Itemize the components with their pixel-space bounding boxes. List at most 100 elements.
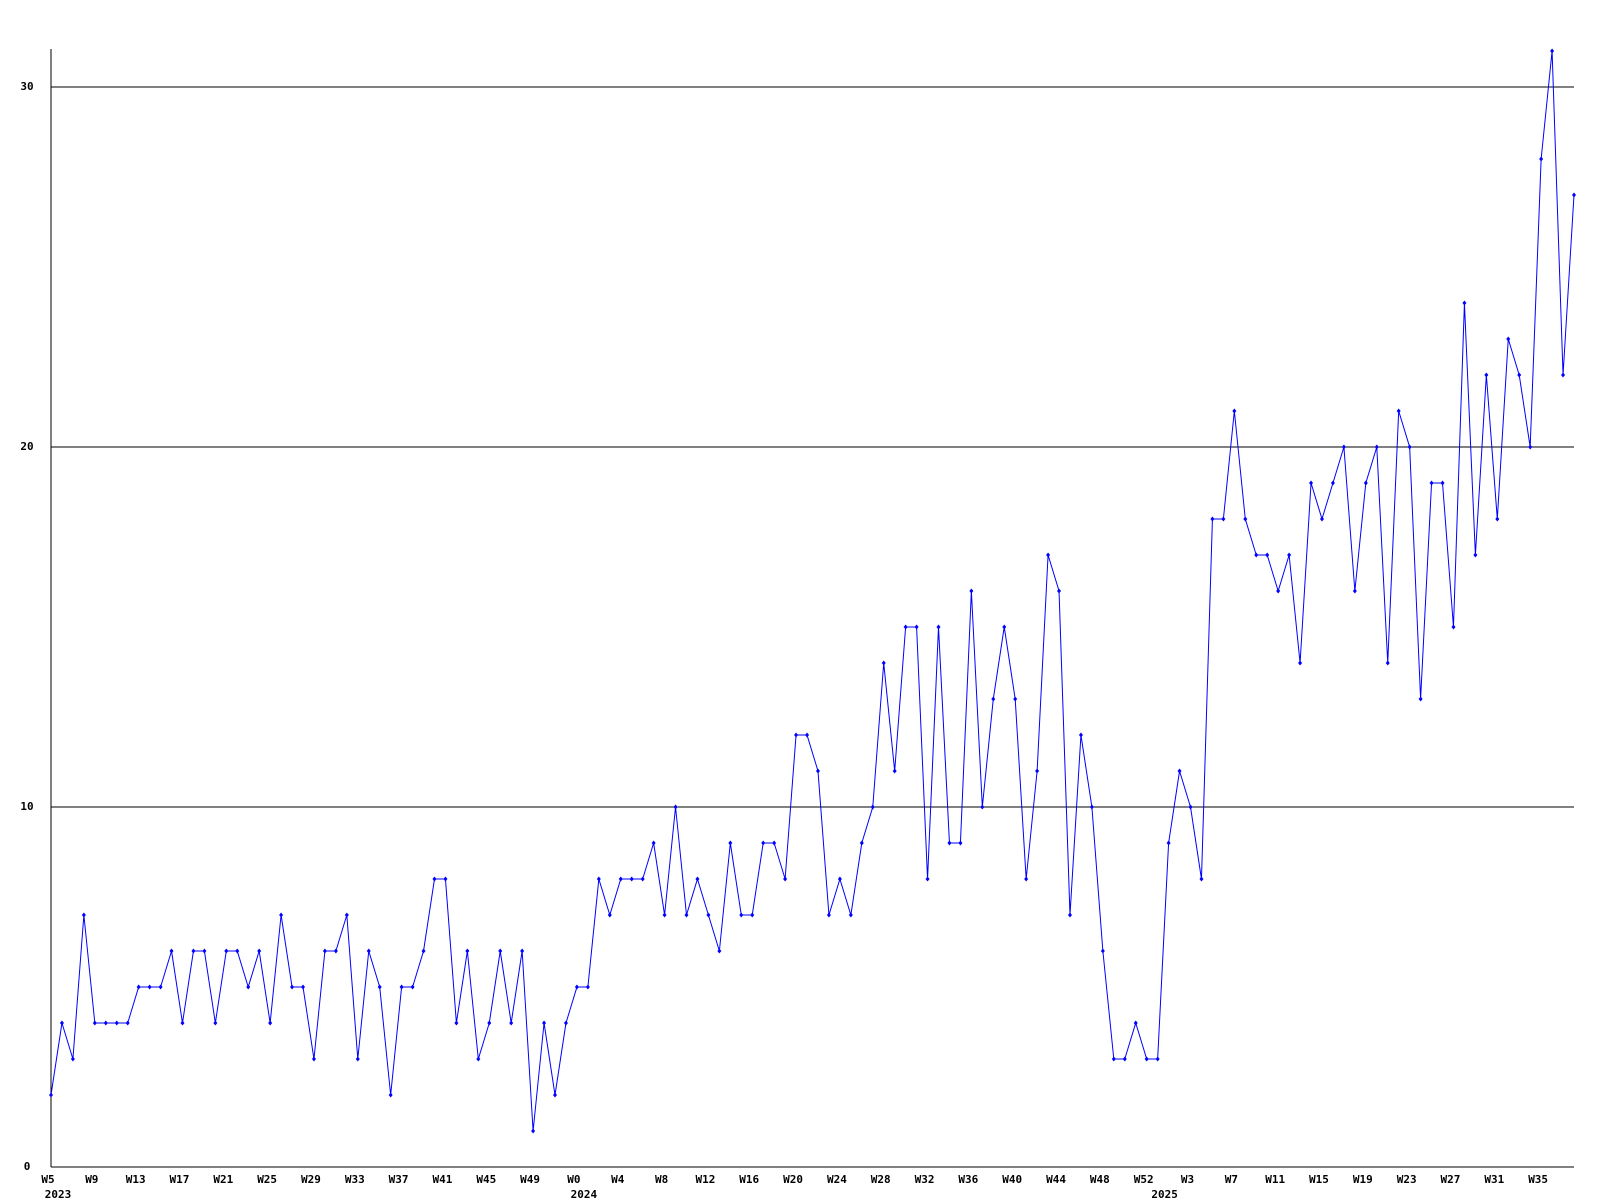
data-point xyxy=(651,840,656,846)
data-point xyxy=(1166,840,1171,846)
x-tick-label: W3 xyxy=(1181,1173,1194,1186)
data-point xyxy=(1254,552,1259,558)
data-point xyxy=(553,1092,558,1098)
data-point xyxy=(1243,516,1248,522)
data-point xyxy=(147,984,152,990)
x-year-label: 2023 xyxy=(45,1188,72,1200)
data-point xyxy=(1517,372,1522,378)
data-point xyxy=(1013,696,1018,702)
data-point xyxy=(761,840,766,846)
data-point xyxy=(1188,804,1193,810)
x-tick-label: W15 xyxy=(1309,1173,1329,1186)
data-point xyxy=(1276,588,1281,594)
data-point xyxy=(333,948,338,954)
data-point xyxy=(125,1020,130,1026)
data-point xyxy=(673,804,678,810)
data-point xyxy=(224,948,229,954)
data-point xyxy=(1024,876,1029,882)
data-point xyxy=(191,948,196,954)
data-point xyxy=(739,912,744,918)
x-tick-label: W12 xyxy=(695,1173,715,1186)
data-point xyxy=(377,984,382,990)
data-point xyxy=(92,1020,97,1026)
x-tick-label: W11 xyxy=(1265,1173,1285,1186)
x-tick-label: W52 xyxy=(1134,1173,1154,1186)
data-point xyxy=(728,840,733,846)
data-point xyxy=(629,876,634,882)
data-point xyxy=(1144,1056,1149,1062)
x-tick-label: W19 xyxy=(1353,1173,1373,1186)
x-tick-label: W21 xyxy=(213,1173,233,1186)
data-point xyxy=(837,876,842,882)
data-point xyxy=(1418,696,1423,702)
data-point xyxy=(815,768,820,774)
x-year-label: 2025 xyxy=(1151,1188,1178,1200)
y-tick-label: 0 xyxy=(24,1160,31,1173)
data-point xyxy=(607,912,612,918)
data-point xyxy=(1057,588,1062,594)
data-point xyxy=(388,1092,393,1098)
data-point xyxy=(980,804,985,810)
data-point xyxy=(1133,1020,1138,1026)
x-tick-label: W37 xyxy=(389,1173,409,1186)
x-tick-label: W13 xyxy=(126,1173,146,1186)
data-point xyxy=(848,912,853,918)
data-point xyxy=(213,1020,218,1026)
data-point xyxy=(1265,552,1270,558)
data-point xyxy=(103,1020,108,1026)
x-tick-label: W5 xyxy=(41,1173,54,1186)
x-tick-label: W44 xyxy=(1046,1173,1066,1186)
data-point xyxy=(1319,516,1324,522)
data-point xyxy=(257,948,262,954)
data-point xyxy=(717,948,722,954)
data-point xyxy=(958,840,963,846)
data-point xyxy=(574,984,579,990)
data-point xyxy=(1067,912,1072,918)
data-point xyxy=(1451,624,1456,630)
data-point xyxy=(454,1020,459,1026)
data-point xyxy=(1407,444,1412,450)
data-point xyxy=(881,660,886,666)
x-tick-label: W40 xyxy=(1002,1173,1022,1186)
data-point xyxy=(1078,732,1083,738)
x-tick-label: W33 xyxy=(345,1173,365,1186)
data-point xyxy=(695,876,700,882)
y-tick-label: 30 xyxy=(20,80,33,93)
data-point xyxy=(684,912,689,918)
data-point xyxy=(563,1020,568,1026)
data-point xyxy=(1199,876,1204,882)
data-point xyxy=(903,624,908,630)
data-point xyxy=(290,984,295,990)
x-tick-label: W24 xyxy=(827,1173,847,1186)
x-tick-label: W16 xyxy=(739,1173,759,1186)
data-point xyxy=(1473,552,1478,558)
data-point xyxy=(772,840,777,846)
x-tick-label: W25 xyxy=(257,1173,277,1186)
data-point xyxy=(235,948,240,954)
data-point xyxy=(1561,372,1566,378)
data-point xyxy=(706,912,711,918)
x-tick-label: W0 xyxy=(567,1173,580,1186)
x-tick-label: W35 xyxy=(1528,1173,1548,1186)
data-point xyxy=(180,1020,185,1026)
data-point xyxy=(169,948,174,954)
data-point xyxy=(509,1020,514,1026)
data-point xyxy=(640,876,645,882)
data-point xyxy=(410,984,415,990)
data-point xyxy=(1396,408,1401,414)
data-point xyxy=(1155,1056,1160,1062)
data-point xyxy=(1210,516,1215,522)
x-tick-label: W8 xyxy=(655,1173,668,1186)
data-point xyxy=(443,876,448,882)
data-point xyxy=(1341,444,1346,450)
data-point xyxy=(355,1056,360,1062)
y-tick-label: 10 xyxy=(20,800,33,813)
data-point xyxy=(1385,660,1390,666)
data-point xyxy=(49,1092,53,1098)
x-tick-label: W41 xyxy=(433,1173,453,1186)
data-point xyxy=(1046,552,1051,558)
data-point xyxy=(520,948,525,954)
x-tick-label: W32 xyxy=(915,1173,935,1186)
data-point xyxy=(246,984,251,990)
x-tick-label: W20 xyxy=(783,1173,803,1186)
